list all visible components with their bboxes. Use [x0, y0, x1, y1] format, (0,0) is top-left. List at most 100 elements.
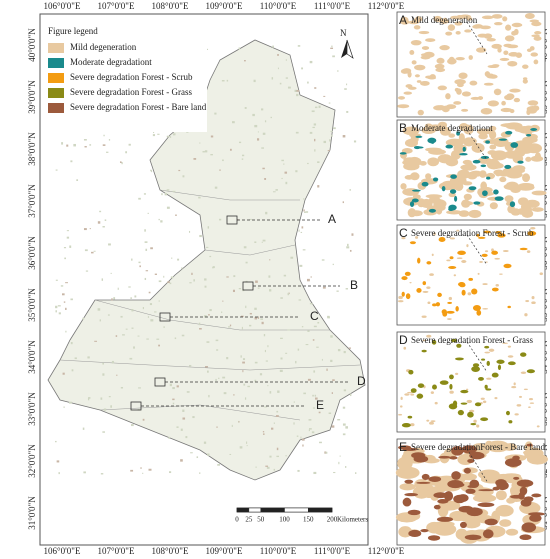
patch — [413, 25, 421, 30]
speckle — [312, 126, 315, 129]
patch — [411, 189, 421, 192]
patch — [453, 101, 462, 105]
scale-segment — [284, 507, 309, 513]
speckle — [275, 415, 279, 417]
longitude-label-bottom: 106°0'0"E — [44, 546, 81, 556]
speckle — [345, 465, 347, 468]
patch — [414, 74, 420, 78]
patch — [452, 400, 458, 407]
patch — [397, 456, 413, 470]
speckle — [317, 321, 320, 324]
patch — [408, 529, 422, 538]
patch — [461, 260, 467, 263]
speckle — [303, 392, 306, 395]
patch — [480, 470, 496, 482]
patch — [421, 181, 429, 187]
patch — [483, 82, 494, 86]
patch — [468, 409, 475, 413]
patch — [523, 496, 534, 503]
speckle — [82, 317, 85, 320]
patch — [420, 55, 431, 60]
speckle — [212, 267, 214, 269]
speckle — [272, 191, 276, 193]
speckle — [199, 234, 202, 238]
patch — [434, 401, 438, 405]
speckle — [169, 471, 172, 474]
speckle — [168, 436, 171, 439]
speckle — [108, 396, 111, 398]
patch — [428, 208, 436, 213]
speckle — [166, 135, 170, 138]
speckle — [265, 211, 268, 215]
speckle — [269, 289, 272, 292]
speckle — [276, 410, 279, 413]
speckle — [263, 333, 266, 337]
speckle — [150, 319, 154, 322]
speckle — [57, 305, 61, 307]
patch — [520, 352, 527, 357]
speckle — [301, 67, 304, 70]
patch — [399, 483, 416, 491]
speckle — [229, 453, 232, 455]
patch — [490, 150, 508, 161]
speckle — [55, 310, 57, 313]
patch — [534, 31, 542, 35]
patch — [505, 528, 519, 536]
speckle — [222, 159, 224, 162]
patch — [486, 360, 490, 367]
patch — [453, 494, 466, 504]
patch — [510, 142, 519, 148]
speckle — [172, 387, 175, 390]
patch — [487, 100, 499, 107]
patch — [454, 21, 463, 26]
patch — [397, 300, 404, 303]
patch — [435, 67, 446, 73]
patch — [504, 94, 514, 101]
patch — [438, 455, 451, 459]
speckle — [121, 162, 123, 165]
patch — [494, 257, 500, 260]
patch — [410, 210, 423, 217]
patch — [410, 40, 422, 46]
patch — [466, 137, 477, 145]
speckle — [216, 426, 218, 428]
speckle — [206, 341, 210, 343]
patch — [512, 455, 520, 461]
speckle — [222, 376, 226, 379]
patch — [531, 21, 542, 27]
speckle — [138, 387, 141, 389]
speckle — [108, 139, 111, 141]
speckle — [317, 161, 320, 164]
speckle — [125, 328, 128, 330]
patch — [524, 13, 535, 19]
patch — [482, 307, 489, 310]
speckle — [342, 433, 346, 436]
speckle — [189, 364, 192, 367]
speckle — [316, 346, 319, 348]
speckle — [149, 303, 153, 306]
patch — [502, 250, 509, 253]
speckle — [231, 424, 233, 428]
patch — [400, 396, 403, 400]
patch — [533, 59, 539, 65]
patch — [466, 399, 473, 404]
speckle — [169, 383, 172, 387]
speckle — [313, 370, 316, 373]
patch — [482, 529, 494, 539]
speckle — [269, 455, 272, 458]
patch — [420, 529, 429, 533]
patch — [453, 274, 457, 277]
detail-panels: A Mild degeneration B Moderate degradationt… — [395, 11, 548, 546]
patch — [459, 153, 468, 156]
patch — [457, 250, 466, 256]
patch — [467, 411, 474, 418]
speckle — [323, 140, 327, 144]
speckle — [301, 226, 304, 229]
patch — [407, 71, 412, 78]
patch — [456, 229, 460, 232]
speckle — [293, 422, 295, 425]
panel-caption: Severe degradationForest - Bare land — [411, 442, 545, 452]
speckle — [279, 82, 282, 85]
patch — [495, 284, 499, 287]
speckle — [210, 153, 213, 156]
